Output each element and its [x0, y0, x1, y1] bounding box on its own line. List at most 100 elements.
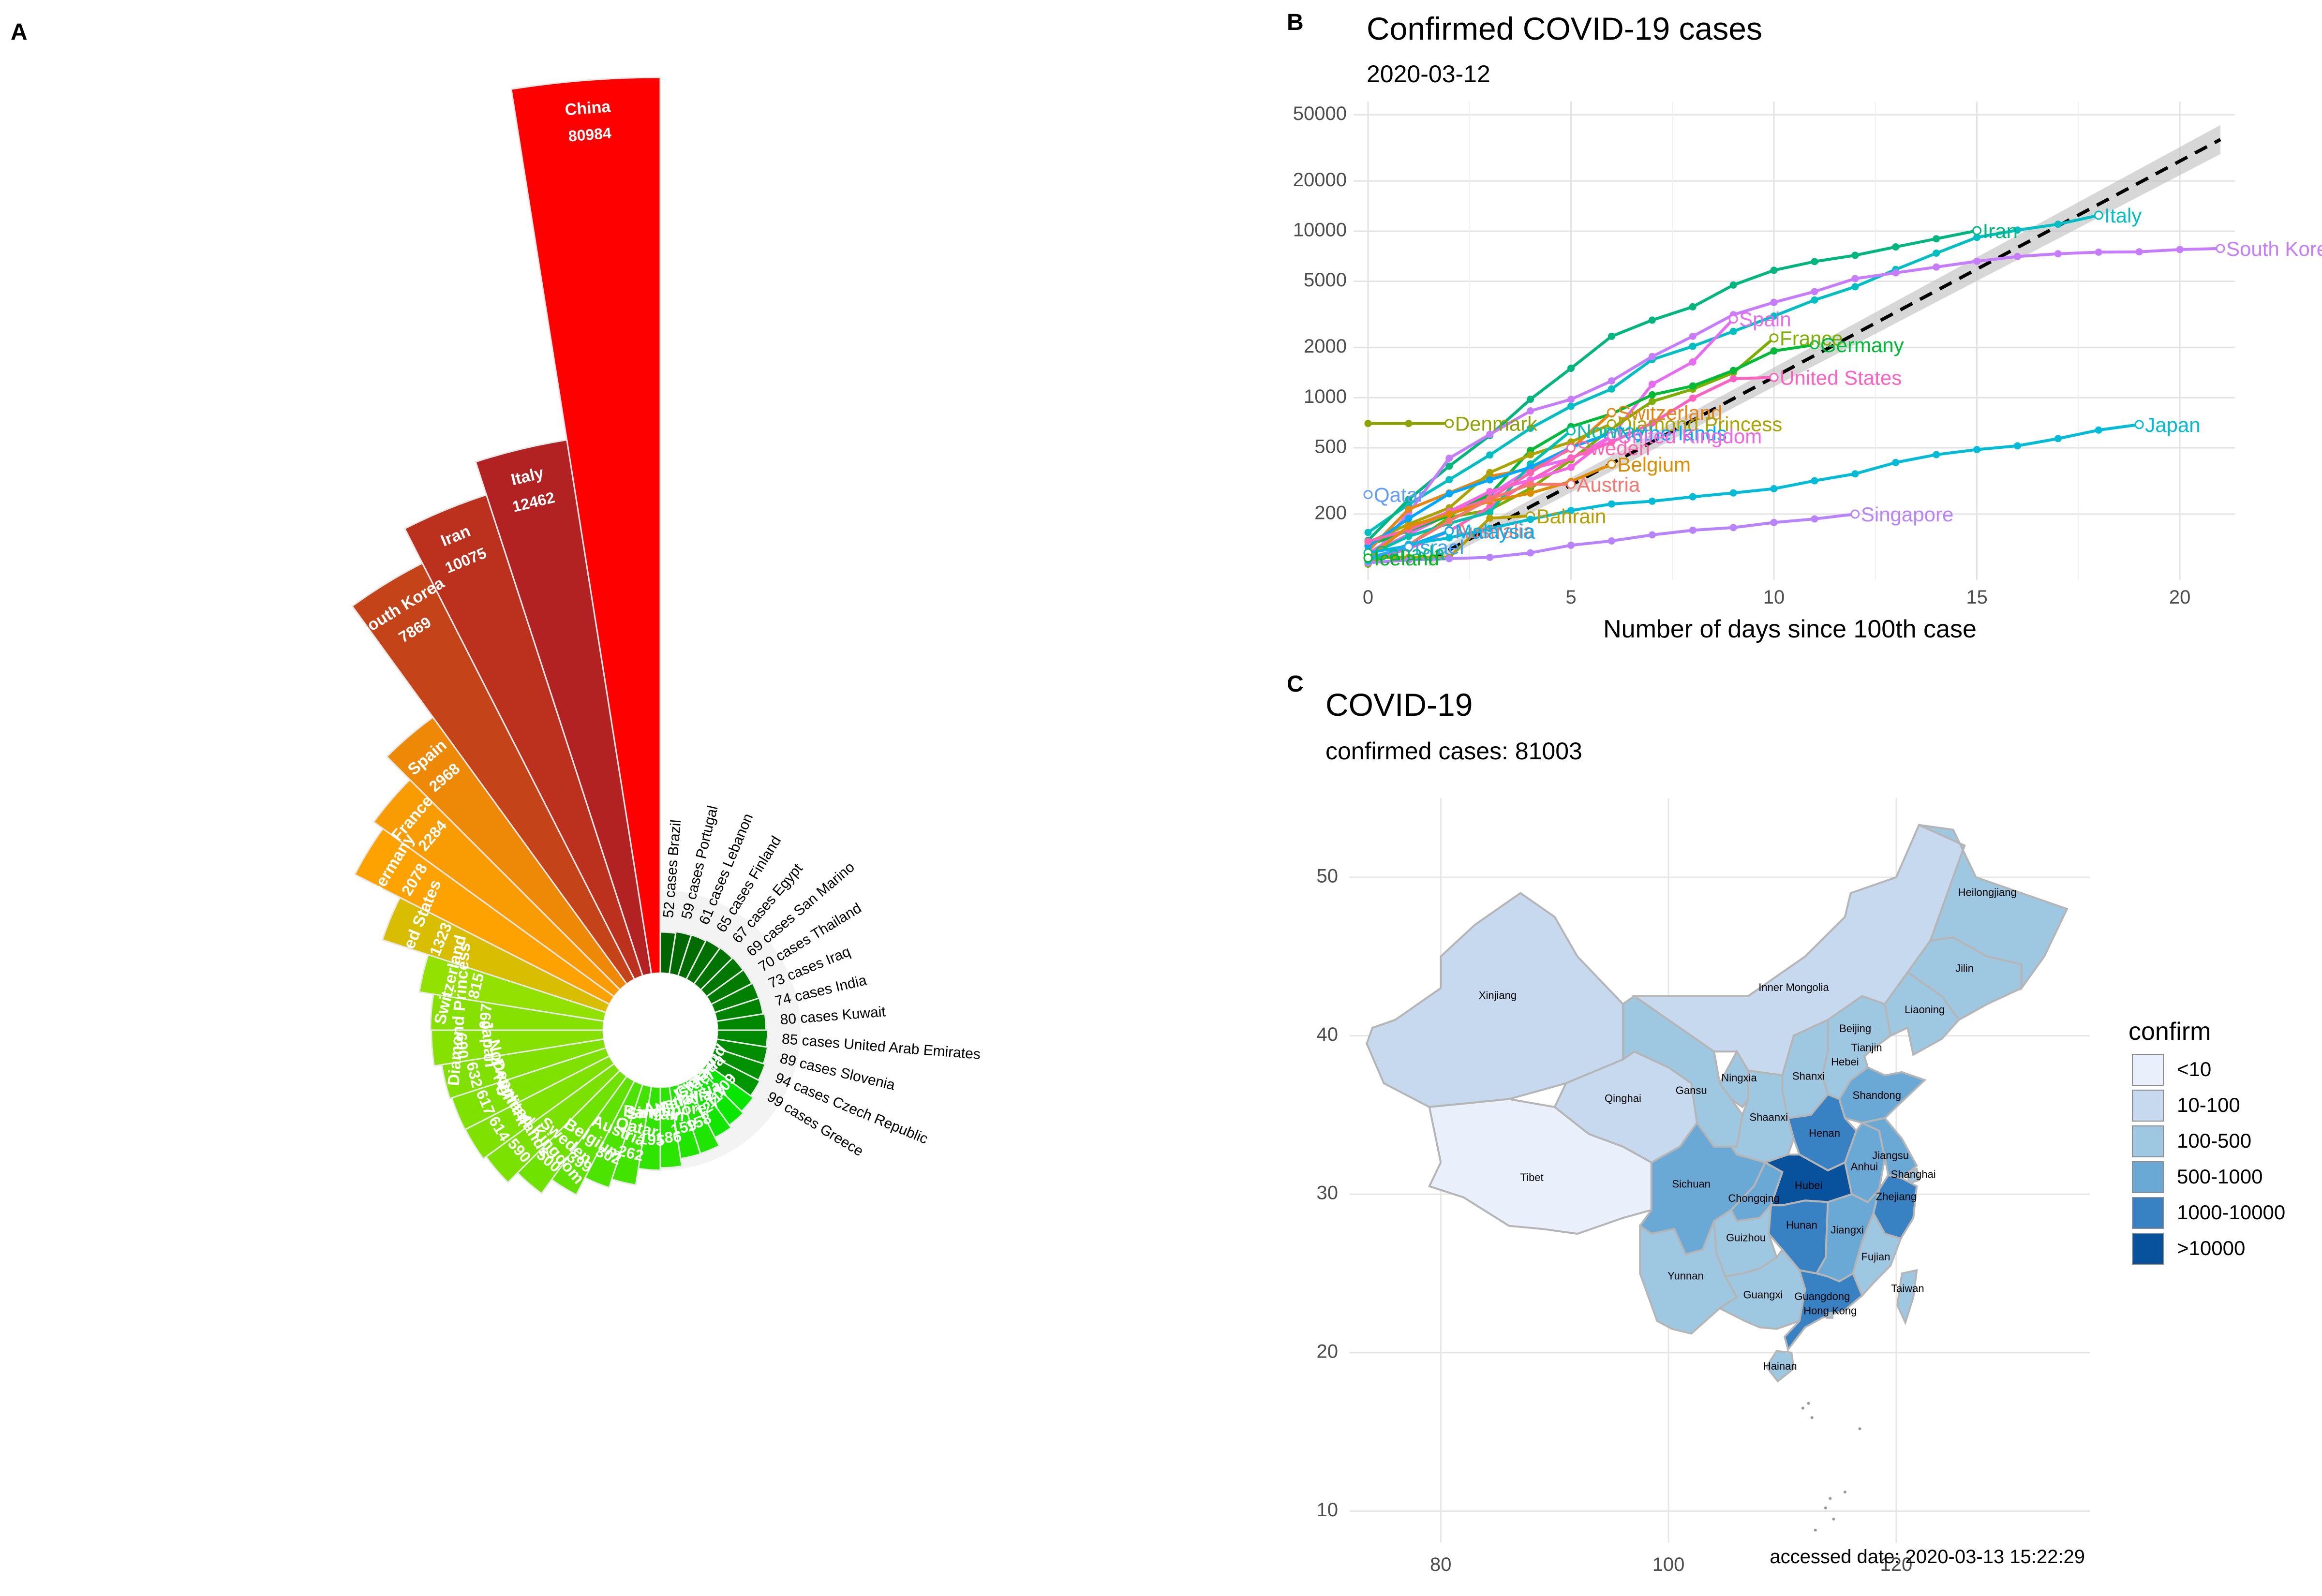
chart-b-data-point [1527, 549, 1534, 557]
chart-b-data-point [1405, 522, 1413, 530]
chart-b-data-point [1892, 269, 1900, 277]
map-legend-label: 500-1000 [2177, 1165, 2263, 1188]
map-lat-tick-label: 10 [1317, 1499, 1339, 1521]
map-legend-title: confirm [2128, 1018, 2211, 1046]
map-legend-swatch [2132, 1125, 2164, 1157]
map-legend-label: 1000-10000 [2177, 1201, 2285, 1224]
map-region-label: Heilongjiang [1958, 886, 2017, 898]
map-regions [1366, 824, 2069, 1532]
chart-b-data-point [1567, 507, 1575, 515]
chart-b-series-label: France [1780, 327, 1843, 350]
chart-b-data-point [2054, 250, 2062, 258]
chart-b-data-point [1811, 296, 1818, 304]
chart-b-title: Confirmed COVID-19 cases [1367, 11, 1762, 46]
chart-b-data-point [1770, 485, 1778, 493]
chart-b-data-point [1769, 372, 1779, 382]
map-legend-swatch [2132, 1197, 2164, 1229]
choropleth-map: COVID-19 confirmed cases: 81003 Xinjiang… [1317, 687, 2286, 1575]
map-region-label: Gansu [1676, 1084, 1707, 1096]
map-region-label: Guangdong [1794, 1290, 1850, 1302]
chart-b-series-line [1367, 429, 1572, 557]
chart-b-data-point [1607, 431, 1616, 441]
chart-b-data-point [1445, 517, 1453, 525]
map-region-label: Chongqing [1728, 1192, 1779, 1204]
chart-b-data-point [2094, 210, 2103, 220]
chart-b-data-point [1567, 396, 1575, 403]
chart-b-series-line [1367, 343, 1815, 547]
chart-b-data-point [1770, 266, 1778, 274]
chart-b-data-point [1608, 385, 1615, 393]
chart-b-data-point [2095, 248, 2102, 256]
chart-b-series-label: Germany [1820, 334, 1904, 356]
map-region-label: Xinjiang [1479, 989, 1517, 1001]
chart-b-y-tick-label: 10000 [1293, 220, 1347, 241]
radial-bar-value-label: 195 [638, 1130, 665, 1149]
chart-b-data-point [1445, 462, 1453, 470]
chart-b-x-tick-label: 0 [1363, 587, 1373, 608]
chart-b-series-label: Japan [2145, 414, 2200, 436]
map-region-label: Ningxia [1721, 1072, 1757, 1084]
chart-b-data-point [1486, 476, 1494, 484]
chart-b-data-point [1689, 358, 1697, 366]
chart-b-data-point [2216, 244, 2225, 253]
map-region-label: Guizhou [1726, 1232, 1766, 1244]
chart-b-data-point [1444, 526, 1454, 536]
chart-b-y-tick-label: 5000 [1304, 269, 1347, 291]
chart-b-y-tick-label: 2000 [1304, 336, 1347, 357]
chart-b-data-point [1405, 515, 1413, 522]
chart-b-series-label: Belgium [1617, 453, 1691, 476]
map-island-dot [1824, 1506, 1827, 1509]
map-legend-swatch [2132, 1090, 2164, 1122]
map-island-dot [1858, 1427, 1861, 1431]
chart-b-data-point [1527, 469, 1534, 476]
map-region-label: Jiangxi [1831, 1224, 1863, 1236]
chart-b-data-point [1728, 314, 1738, 324]
map-lon-tick-label: 80 [1430, 1554, 1452, 1575]
chart-b-data-point [1486, 553, 1494, 561]
chart-b-data-point [1445, 454, 1453, 462]
chart-b-data-point [1892, 458, 1900, 466]
chart-b-data-point [1608, 500, 1615, 508]
chart-b-data-point [1527, 489, 1534, 497]
map-island-dot [1829, 1497, 1832, 1500]
radial-bar-value-label: 186 [655, 1127, 682, 1147]
chart-b-data-point [1567, 402, 1575, 410]
map-region-label: Inner Mongolia [1758, 981, 1829, 993]
map-region-shanghai [1905, 1167, 1920, 1184]
chart-b-data-point [1689, 493, 1697, 501]
map-region-label: Hunan [1786, 1219, 1817, 1231]
chart-b-data-point [1405, 532, 1413, 540]
chart-b-data-point [2134, 420, 2144, 429]
chart-b-data-point [1850, 509, 1860, 519]
chart-b-series-label: Singapore [1861, 503, 1953, 526]
chart-b-data-point [1527, 425, 1534, 432]
chart-b-series-label: South Korea [2226, 237, 2322, 260]
chart-c-title: COVID-19 [1325, 687, 1473, 723]
chart-b-data-point [2013, 442, 2021, 450]
chart-b-data-point [2054, 435, 2062, 443]
chart-b-data-point [1363, 553, 1373, 563]
chart-b-series-label: Norway [1577, 420, 1646, 443]
map-region-label: Hubei [1795, 1180, 1822, 1192]
chart-b-y-tick-label: 200 [1314, 502, 1347, 524]
chart-b-series-line [1367, 247, 2221, 562]
chart-b-data-point [1364, 420, 1372, 428]
chart-b-series-label: Sweden [1577, 437, 1651, 459]
map-island-dot [1801, 1406, 1804, 1410]
chart-c-subtitle: confirmed cases: 81003 [1325, 738, 1582, 765]
map-lon-tick-label: 120 [1880, 1554, 1912, 1575]
chart-b-data-point [1973, 257, 1981, 265]
chart-b-data-point [1933, 451, 1940, 458]
chart-b-data-point [1770, 518, 1778, 526]
map-region-guangxi [1717, 1248, 1806, 1330]
chart-b-data-point [1729, 327, 1737, 335]
chart-b-data-point [1607, 419, 1616, 429]
chart-b-data-point [1770, 298, 1778, 306]
radial-bar-name-label: China [564, 97, 611, 119]
map-region-label: Beijing [1839, 1022, 1871, 1034]
map-region-label: Hong Kong [1803, 1304, 1857, 1316]
chart-b-data-point [1729, 367, 1737, 374]
chart-b-series-label: Iran [1983, 220, 2018, 242]
